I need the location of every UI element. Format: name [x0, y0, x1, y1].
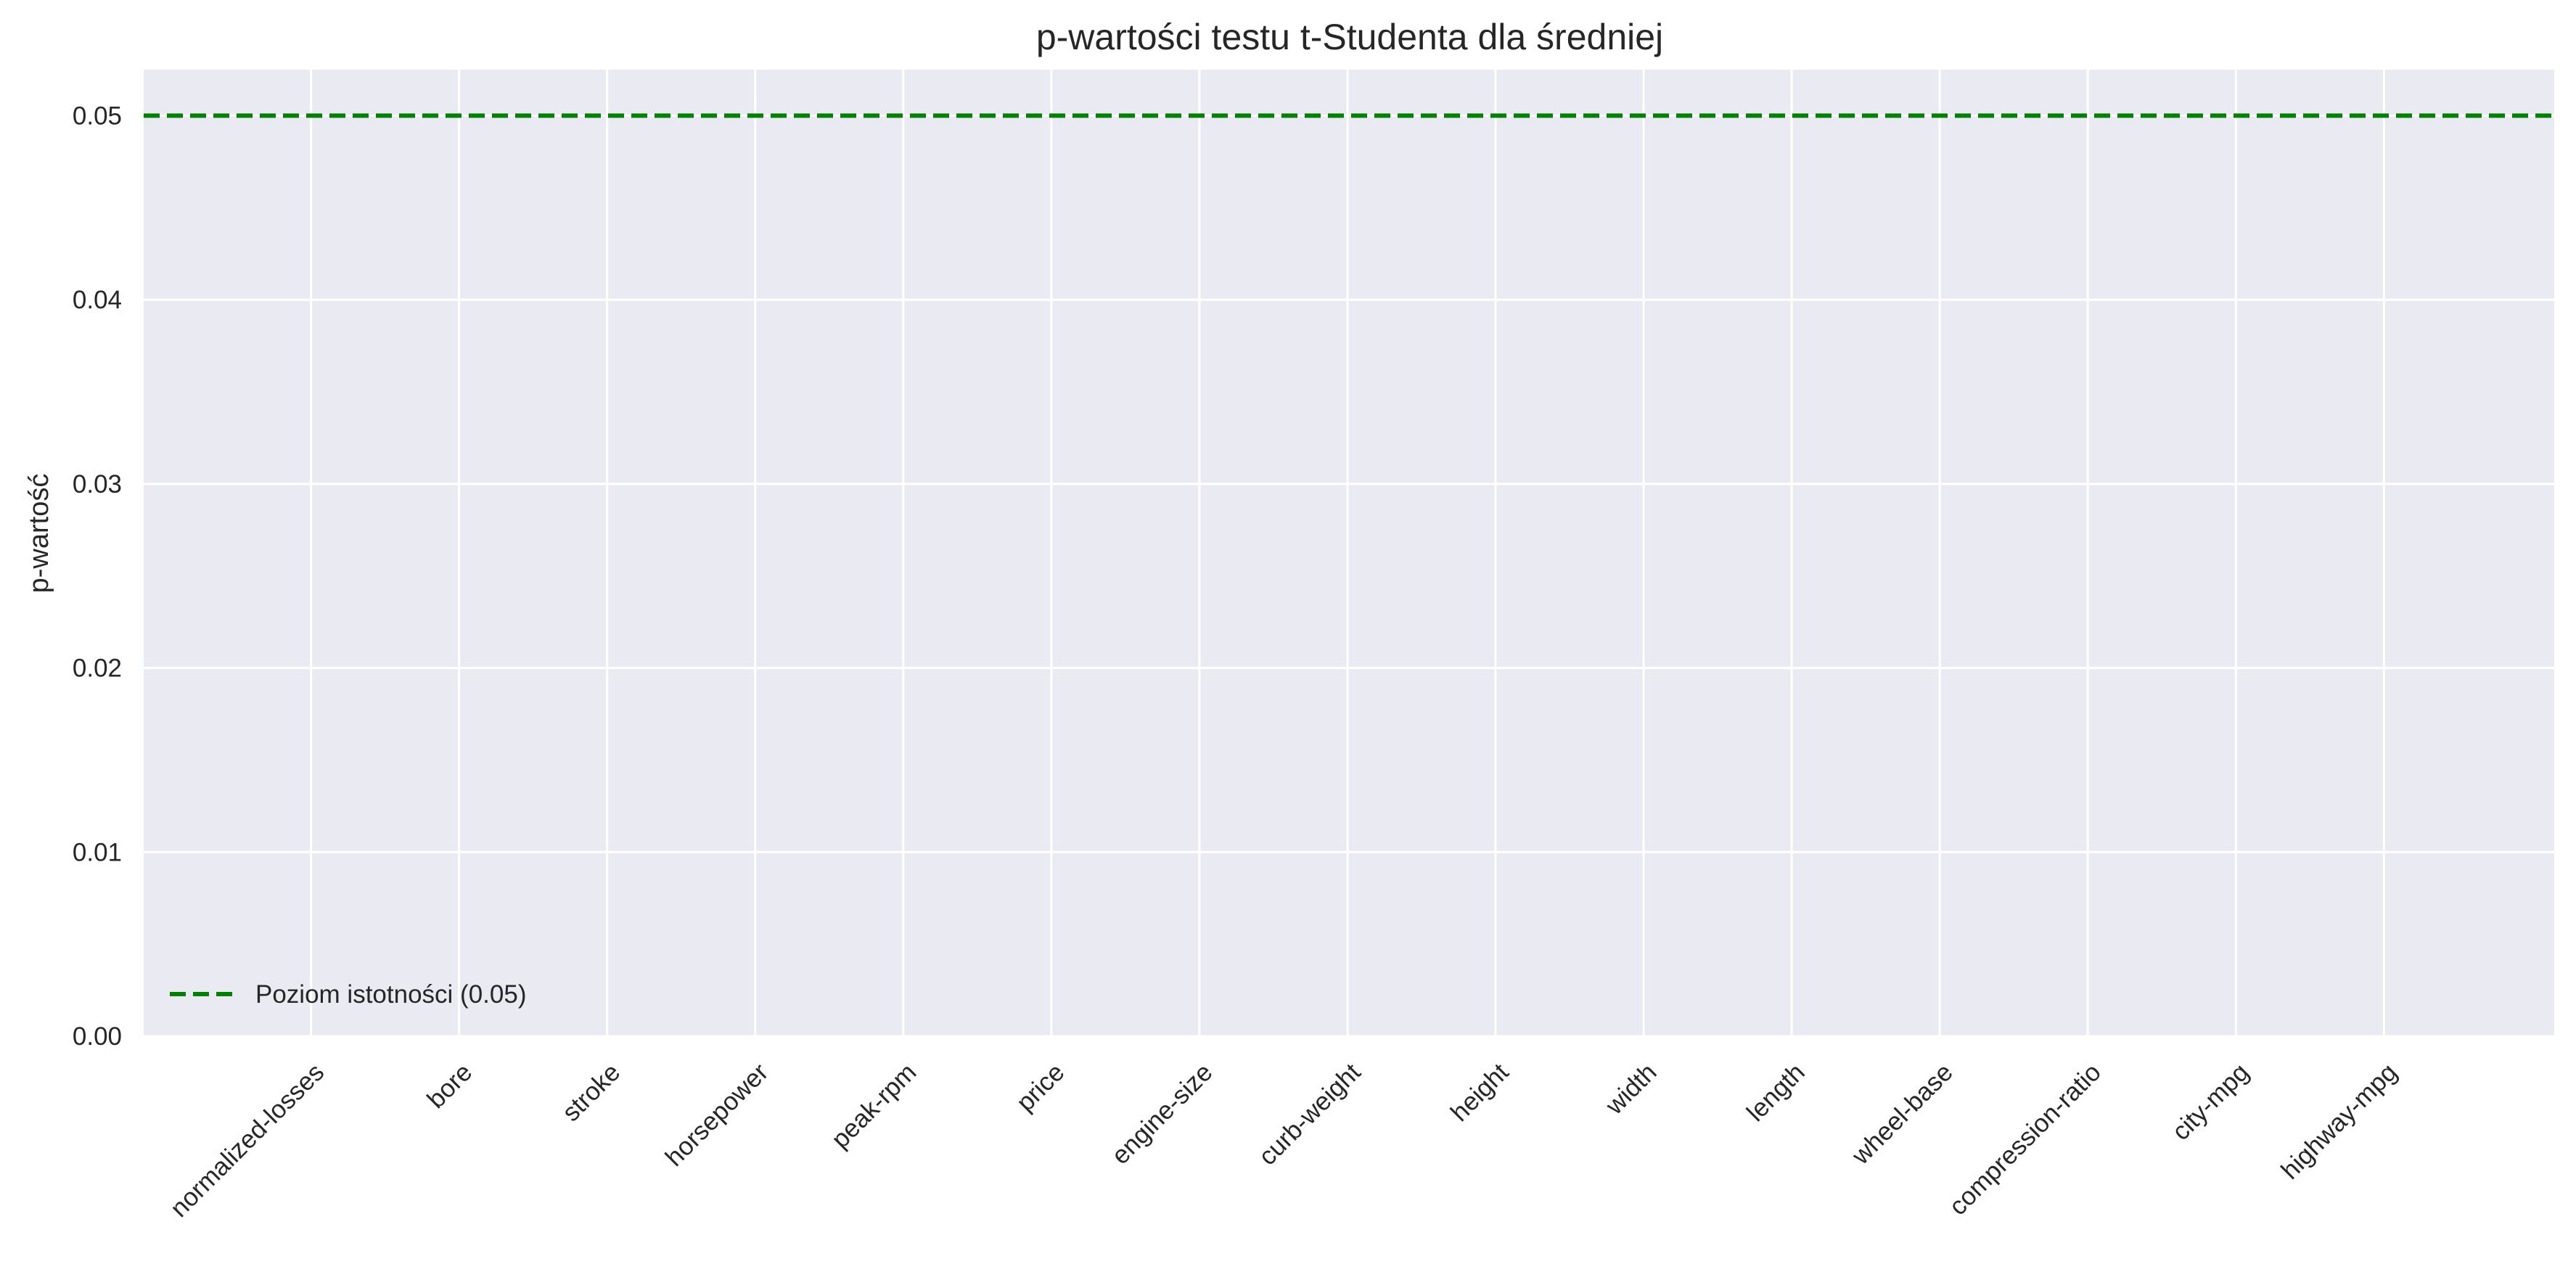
- x-tick-label: length: [1742, 1058, 1810, 1127]
- x-tick-label: curb-weight: [1253, 1058, 1366, 1171]
- plot-area: [144, 70, 2554, 1036]
- x-tick-label: horsepower: [660, 1058, 774, 1172]
- y-tick-label: 0.02: [73, 655, 122, 683]
- y-tick-label: 0.04: [73, 286, 122, 314]
- x-tick-label: bore: [422, 1058, 477, 1114]
- x-tick-label: city-mpg: [2167, 1058, 2255, 1146]
- x-tick-label: width: [1600, 1058, 1662, 1120]
- legend-label: Poziom istotności (0.05): [255, 980, 526, 1009]
- x-tick-label: compression-ratio: [1944, 1058, 2107, 1220]
- x-tick-label: height: [1445, 1058, 1514, 1127]
- x-axis: normalized-losses bore stroke horsepower pea…: [165, 1058, 2403, 1223]
- x-tick-label: engine-size: [1106, 1058, 1218, 1170]
- y-tick-label: 0.05: [73, 102, 122, 130]
- x-tick-label: stroke: [557, 1058, 625, 1127]
- x-tick-label: price: [1011, 1058, 1070, 1117]
- x-tick-label: wheel-base: [1846, 1058, 1958, 1170]
- legend: Poziom istotności (0.05): [170, 980, 526, 1009]
- y-tick-label: 0.01: [73, 838, 122, 866]
- y-axis: 0.00 0.01 0.02 0.03 0.04 0.05: [73, 102, 122, 1051]
- y-axis-label: p-wartość: [24, 474, 54, 594]
- x-tick-label: normalized-losses: [165, 1058, 329, 1223]
- x-tick-label: highway-mpg: [2276, 1058, 2403, 1185]
- x-tick-label: peak-rpm: [826, 1058, 922, 1154]
- chart-title: p-wartości testu t-Studenta dla średniej: [1036, 17, 1663, 57]
- y-tick-label: 0.00: [73, 1022, 122, 1051]
- y-tick-label: 0.03: [73, 470, 122, 498]
